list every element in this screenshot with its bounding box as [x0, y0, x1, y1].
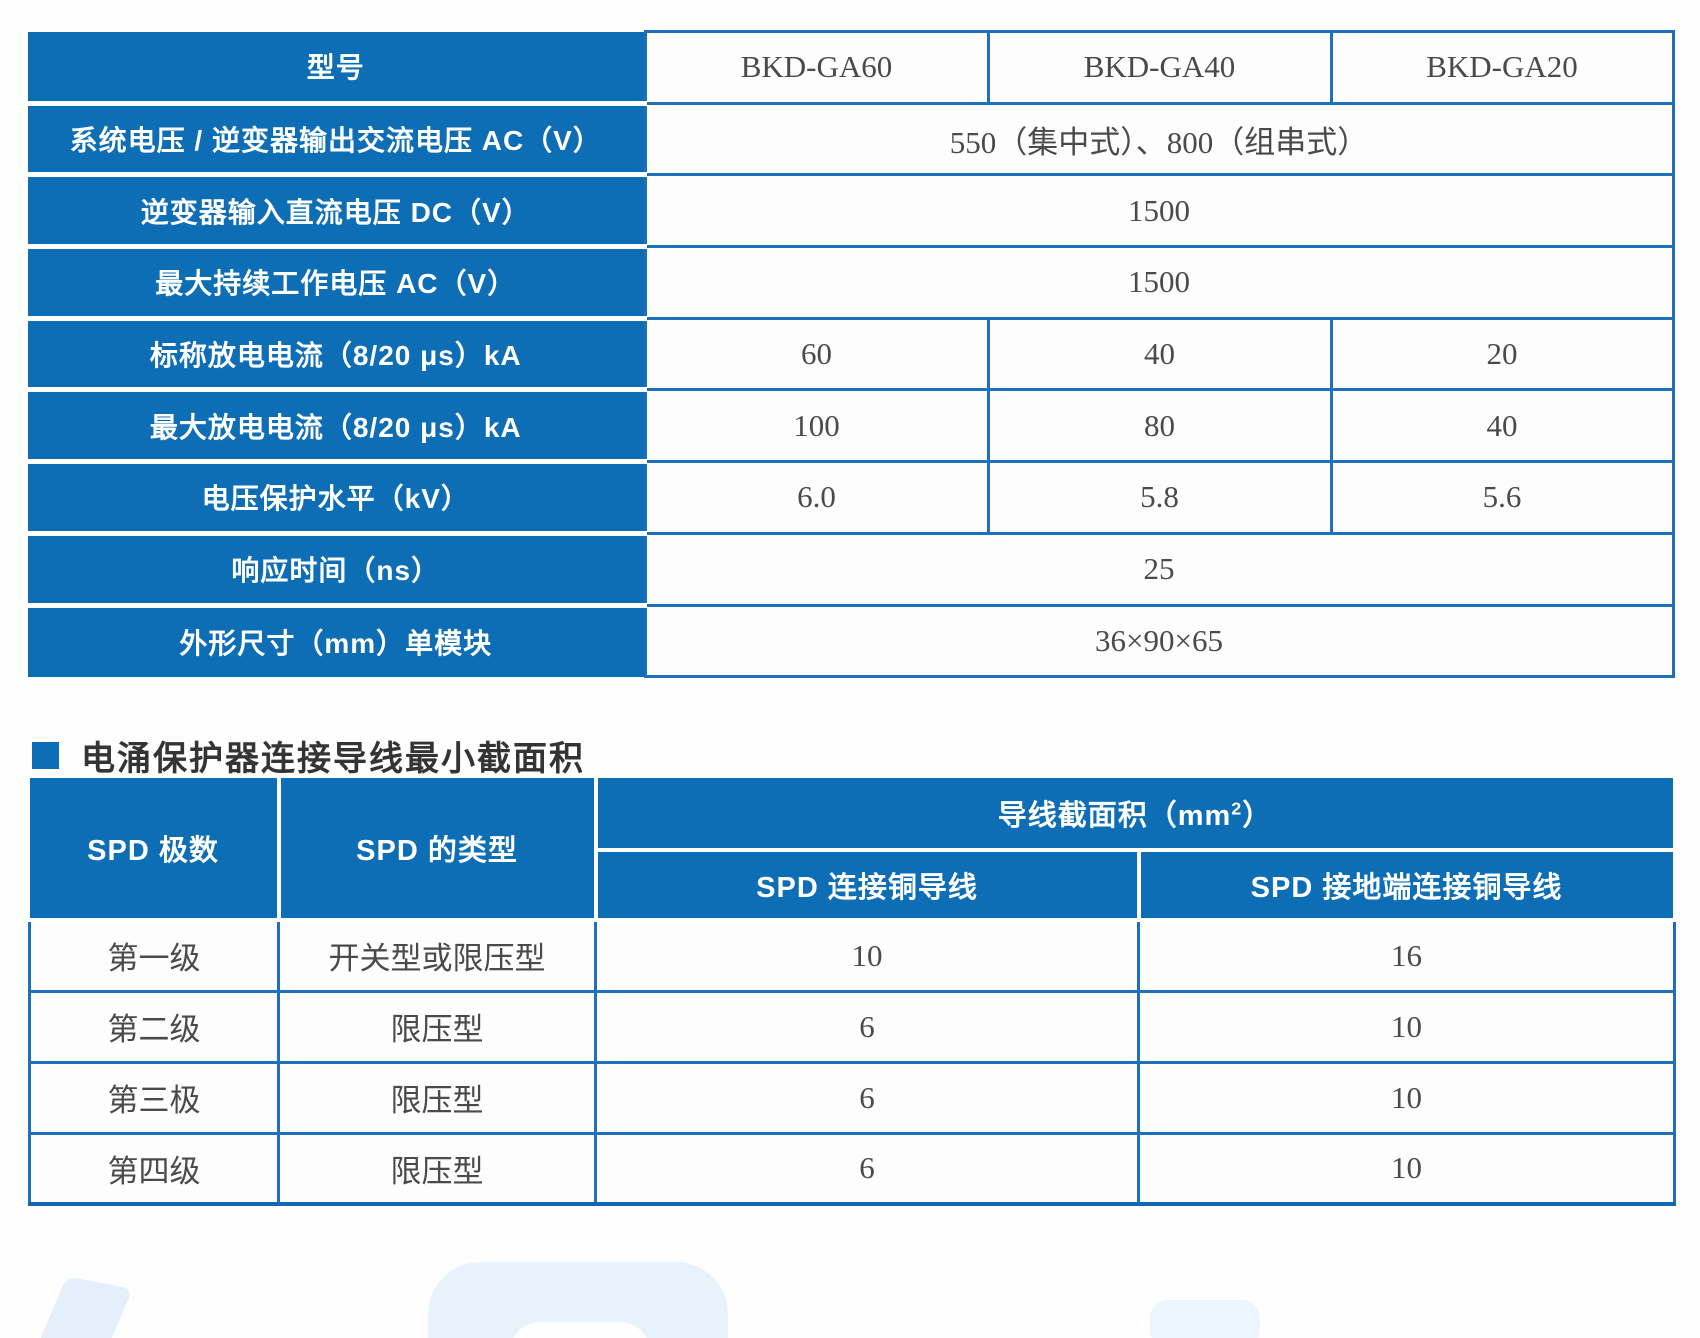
table-row: SPD 连接铜导线 SPD 接地端连接铜导线 — [30, 848, 1677, 922]
spec-protection-level-ga20: 5.6 — [1329, 460, 1675, 535]
spec-protection-level-ga40: 5.8 — [986, 460, 1333, 535]
spec-label-nominal-discharge: 标称放电电流（8/20 μs）kA — [28, 318, 647, 393]
wire-ground-wire-3: 10 — [1137, 1060, 1676, 1135]
wire-spd-wire-4: 6 — [594, 1131, 1140, 1206]
watermark-shape — [33, 1276, 133, 1338]
wire-header-cross-section: 导线截面积（mm2） — [593, 778, 1677, 853]
wire-header-spd-type: SPD 的类型 — [276, 778, 598, 922]
spec-label-dc-voltage: 逆变器输入直流电压 DC（V） — [28, 174, 647, 250]
wire-header-spd-poles: SPD 极数 — [29, 778, 281, 922]
spec-label-response-time: 响应时间（ns） — [28, 533, 647, 608]
square-bullet-icon — [32, 741, 59, 769]
spec-value-max-continuous-voltage: 1500 — [643, 245, 1675, 320]
spec-max-discharge-ga20: 40 — [1329, 388, 1675, 464]
table-row: 标称放电电流（8/20 μs）kA 60 40 20 — [28, 316, 1675, 393]
table-row: 响应时间（ns） 25 — [28, 531, 1675, 608]
spec-model-ga60: BKD-GA60 — [643, 30, 990, 105]
wire-spd-wire-3: 6 — [594, 1060, 1140, 1135]
table-row: 第二级 限压型 6 10 — [28, 989, 1676, 1064]
watermark-shape — [510, 1322, 650, 1338]
spec-label-system-voltage: 系统电压 / 逆变器输出交流电压 AC（V） — [28, 103, 647, 178]
wire-type-4: 限压型 — [277, 1131, 597, 1206]
table-row: 电压保护水平（kV） 6.0 5.8 5.6 — [28, 460, 1675, 536]
spec-model-ga40: BKD-GA40 — [986, 30, 1333, 105]
spec-value-response-time: 25 — [643, 531, 1675, 607]
spec-value-system-voltage: 550（集中式）、800（组串式） — [643, 101, 1675, 177]
wire-spd-wire-2: 6 — [594, 989, 1140, 1064]
spec-label-dimensions: 外形尺寸（mm）单模块 — [28, 605, 647, 677]
spec-nominal-discharge-ga40: 40 — [986, 316, 1333, 392]
table-row: 逆变器输入直流电压 DC（V） 1500 — [28, 173, 1675, 250]
wire-header-spd-ground-wire: SPD 接地端连接铜导线 — [1136, 848, 1677, 922]
table-row: 第三极 限压型 6 10 — [28, 1060, 1676, 1135]
table-row: 最大放电电流（8/20 μs）kA 100 80 40 — [28, 388, 1675, 465]
spec-max-discharge-ga40: 80 — [986, 388, 1333, 464]
table-row: SPD 极数 SPD 的类型 导线截面积（mm2） — [29, 778, 1677, 922]
spec-max-discharge-ga60: 100 — [643, 388, 990, 464]
wire-ground-wire-2: 10 — [1137, 989, 1676, 1064]
spec-nominal-discharge-ga20: 20 — [1329, 316, 1675, 392]
spec-value-dimensions: 36×90×65 — [643, 603, 1675, 679]
wire-level-1: 第一级 — [28, 918, 280, 993]
table-row: 最大持续工作电压 AC（V） 1500 — [28, 245, 1675, 321]
wire-level-4: 第四级 — [28, 1131, 280, 1206]
section-title: 电涌保护器连接导线最小截面积 — [32, 733, 585, 778]
wire-ground-wire-1: 16 — [1137, 918, 1676, 993]
wire-header-cross-section-prefix: 导线截面积（mm — [997, 800, 1232, 832]
wire-type-1: 开关型或限压型 — [277, 918, 597, 993]
spec-label-protection-level: 电压保护水平（kV） — [28, 461, 647, 536]
spec-value-dc-voltage: 1500 — [643, 173, 1675, 249]
wire-ground-wire-4: 10 — [1137, 1131, 1676, 1206]
wire-level-2: 第二级 — [28, 989, 280, 1064]
watermark-shape — [1150, 1300, 1260, 1338]
watermark-shape — [428, 1262, 728, 1338]
wire-table: SPD 极数 SPD 的类型 导线截面积（mm2） SPD 连接铜导线 SPD … — [28, 778, 1677, 1206]
wire-header-cross-section-suffix: ） — [1242, 800, 1273, 832]
table-row: 第四级 限压型 6 10 — [28, 1131, 1676, 1206]
wire-type-3: 限压型 — [277, 1060, 597, 1135]
spec-label-max-discharge: 最大放电电流（8/20 μs）kA — [28, 389, 647, 465]
spec-table: 型号 BKD-GA60 BKD-GA40 BKD-GA20 系统电压 / 逆变器… — [28, 30, 1675, 679]
table-row: 外形尺寸（mm）单模块 36×90×65 — [28, 603, 1675, 679]
wire-header-spd-copper-wire: SPD 连接铜导线 — [595, 848, 1141, 922]
table-row: 型号 BKD-GA60 BKD-GA40 BKD-GA20 — [28, 30, 1675, 106]
wire-type-2: 限压型 — [277, 989, 597, 1064]
wire-spd-wire-1: 10 — [594, 918, 1140, 993]
table-row: 第一级 开关型或限压型 10 16 — [28, 918, 1676, 993]
spec-nominal-discharge-ga60: 60 — [643, 316, 990, 392]
spec-label-model: 型号 — [28, 31, 647, 106]
section-title-text: 电涌保护器连接导线最小截面积 — [81, 739, 585, 778]
spec-protection-level-ga60: 6.0 — [643, 460, 990, 535]
spec-model-ga20: BKD-GA20 — [1329, 30, 1675, 105]
wire-level-3: 第三极 — [28, 1060, 280, 1135]
table-row: 系统电压 / 逆变器输出交流电压 AC（V） 550（集中式）、800（组串式） — [28, 101, 1675, 178]
wire-header-cross-section-sup: 2 — [1231, 798, 1243, 819]
spec-label-max-continuous-voltage: 最大持续工作电压 AC（V） — [28, 246, 647, 321]
